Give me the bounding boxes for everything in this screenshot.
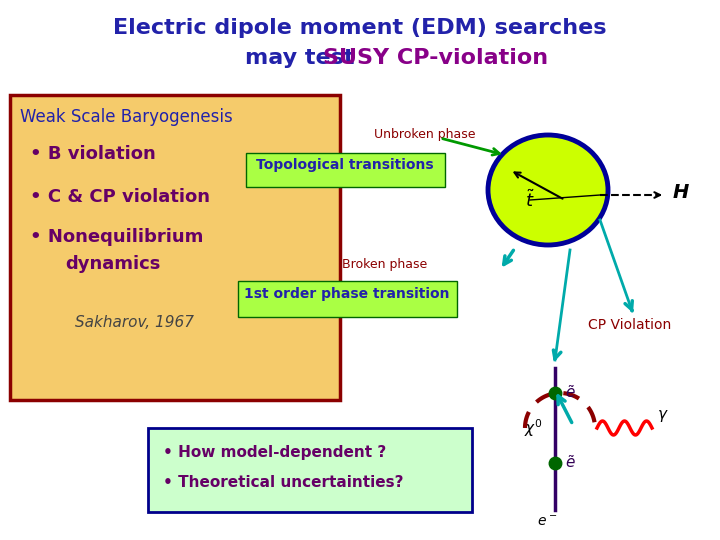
- Text: SUSY CP-violation: SUSY CP-violation: [323, 48, 548, 68]
- Text: Topological transitions: Topological transitions: [256, 158, 434, 172]
- Text: Electric dipole moment (EDM) searches: Electric dipole moment (EDM) searches: [113, 18, 607, 38]
- Text: • C & CP violation: • C & CP violation: [30, 188, 210, 206]
- Text: 1st order phase transition: 1st order phase transition: [244, 287, 450, 301]
- Text: may test: may test: [245, 48, 362, 68]
- Text: Sakharov, 1967: Sakharov, 1967: [75, 315, 194, 330]
- FancyBboxPatch shape: [246, 153, 445, 187]
- Text: Unbroken phase: Unbroken phase: [374, 128, 476, 141]
- Text: $\gamma$: $\gamma$: [657, 408, 669, 424]
- Text: $\tilde{e}$: $\tilde{e}$: [565, 455, 576, 471]
- Text: • B violation: • B violation: [30, 145, 156, 163]
- Text: $\tilde{t}$: $\tilde{t}$: [525, 189, 535, 211]
- Text: • Nonequilibrium: • Nonequilibrium: [30, 228, 203, 246]
- Ellipse shape: [488, 135, 608, 245]
- Text: Weak Scale Baryogenesis: Weak Scale Baryogenesis: [20, 108, 233, 126]
- Text: $\tilde{e}$: $\tilde{e}$: [565, 384, 576, 401]
- Text: $e^-$: $e^-$: [537, 515, 557, 529]
- Text: $\bfit{H}$: $\bfit{H}$: [672, 184, 690, 202]
- FancyBboxPatch shape: [148, 428, 472, 512]
- FancyBboxPatch shape: [10, 95, 340, 400]
- Text: • How model-dependent ?: • How model-dependent ?: [163, 445, 386, 460]
- Text: CP Violation: CP Violation: [588, 318, 672, 332]
- Text: dynamics: dynamics: [65, 255, 161, 273]
- Text: Broken phase: Broken phase: [343, 258, 428, 271]
- FancyBboxPatch shape: [238, 281, 457, 317]
- Text: $\chi^0$: $\chi^0$: [524, 417, 543, 439]
- Text: • Theoretical uncertainties?: • Theoretical uncertainties?: [163, 475, 403, 490]
